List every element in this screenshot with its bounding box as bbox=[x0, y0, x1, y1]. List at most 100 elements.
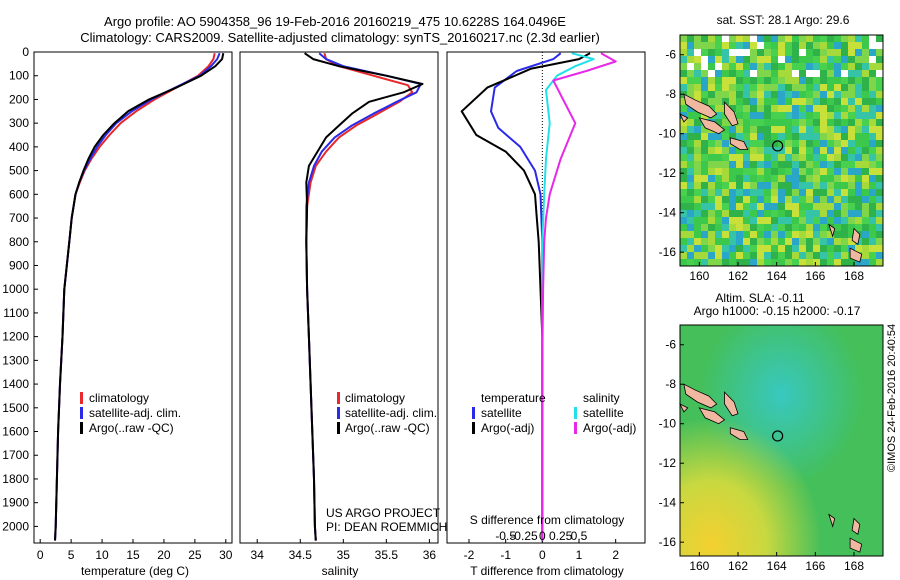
sst-cell bbox=[827, 259, 834, 266]
sst-cell bbox=[827, 112, 834, 119]
top-tick-label: -0.25 bbox=[510, 529, 538, 543]
sst-cell bbox=[806, 70, 813, 77]
sst-cell bbox=[862, 210, 869, 217]
sst-cell bbox=[841, 259, 848, 266]
sst-cell bbox=[715, 210, 722, 217]
sst-cell bbox=[715, 42, 722, 49]
sst-cell bbox=[778, 77, 785, 84]
sst-cell bbox=[785, 175, 792, 182]
sst-cell bbox=[687, 175, 694, 182]
difference-x-axis: -2 -1 0 1 2 bbox=[464, 539, 619, 562]
sst-cell bbox=[862, 56, 869, 63]
sst-cell bbox=[764, 196, 771, 203]
sst-cell bbox=[687, 154, 694, 161]
sst-cell bbox=[820, 91, 827, 98]
sst-cell bbox=[785, 168, 792, 175]
sst-cell bbox=[869, 112, 876, 119]
y-tick-label: 600 bbox=[9, 187, 29, 201]
sst-cell bbox=[729, 63, 736, 70]
sst-cell bbox=[743, 126, 750, 133]
sst-cell bbox=[848, 203, 855, 210]
sst-cell bbox=[701, 217, 708, 224]
sst-cell bbox=[785, 245, 792, 252]
sst-cell bbox=[876, 140, 883, 147]
sst-cell bbox=[694, 42, 701, 49]
sst-cell bbox=[869, 119, 876, 126]
sst-cell bbox=[827, 154, 834, 161]
header-line-2: Climatology: CARS2009. Satellite-adjuste… bbox=[80, 30, 600, 45]
sst-cell bbox=[750, 119, 757, 126]
sst-cell bbox=[820, 161, 827, 168]
sst-cell bbox=[722, 84, 729, 91]
sst-cell bbox=[722, 238, 729, 245]
sst-cell bbox=[708, 252, 715, 259]
sst-cell bbox=[834, 42, 841, 49]
sst-cell bbox=[771, 252, 778, 259]
sst-cell bbox=[841, 147, 848, 154]
legend-swatch-argo bbox=[337, 422, 340, 434]
sst-cell bbox=[834, 238, 841, 245]
sst-cell bbox=[855, 70, 862, 77]
sst-cell bbox=[757, 231, 764, 238]
sst-cell bbox=[876, 189, 883, 196]
legend-label-temperature-argo: Argo(-adj) bbox=[481, 421, 534, 435]
sst-cell bbox=[876, 84, 883, 91]
sst-cell bbox=[778, 217, 785, 224]
sst-cell bbox=[736, 70, 743, 77]
sst-cell bbox=[827, 231, 834, 238]
sst-cell bbox=[764, 119, 771, 126]
sst-map-title: sat. SST: 28.1 Argo: 29.6 bbox=[717, 13, 850, 27]
sst-cell bbox=[715, 168, 722, 175]
sst-cell bbox=[785, 252, 792, 259]
sst-cell bbox=[694, 161, 701, 168]
sst-cell bbox=[862, 63, 869, 70]
map-y-tick-label: -16 bbox=[659, 535, 677, 549]
sst-cell bbox=[785, 77, 792, 84]
top-tick-label: 0.5 bbox=[571, 529, 588, 543]
salinity-series bbox=[304, 52, 424, 541]
sst-cell bbox=[848, 168, 855, 175]
sst-cell bbox=[764, 259, 771, 266]
sst-cell bbox=[722, 91, 729, 98]
sst-cell bbox=[750, 238, 757, 245]
island bbox=[828, 223, 836, 238]
sst-cell bbox=[799, 259, 806, 266]
sst-cell bbox=[680, 133, 687, 140]
sst-cell bbox=[834, 182, 841, 189]
sst-cell bbox=[771, 217, 778, 224]
sst-cell bbox=[841, 175, 848, 182]
sst-cell bbox=[785, 105, 792, 112]
legend-swatch-satellite bbox=[337, 407, 340, 419]
sst-cell bbox=[743, 119, 750, 126]
sst-cell bbox=[813, 119, 820, 126]
sst-cell bbox=[680, 42, 687, 49]
sst-cell bbox=[722, 126, 729, 133]
sst-cell bbox=[792, 259, 799, 266]
sst-cell bbox=[820, 112, 827, 119]
island bbox=[729, 427, 749, 440]
sst-cell bbox=[876, 56, 883, 63]
sst-cell bbox=[862, 77, 869, 84]
sst-cell bbox=[806, 245, 813, 252]
sst-cell bbox=[694, 224, 701, 231]
sst-cell bbox=[757, 259, 764, 266]
sst-cell bbox=[694, 196, 701, 203]
sst-cell bbox=[799, 252, 806, 259]
sst-cell bbox=[778, 168, 785, 175]
sst-cell bbox=[708, 210, 715, 217]
sst-cell bbox=[820, 56, 827, 63]
sst-cell bbox=[785, 91, 792, 98]
sst-cell bbox=[694, 154, 701, 161]
sst-cell bbox=[834, 98, 841, 105]
series-line-satellite-adj-clim- bbox=[54, 52, 221, 541]
sst-cell bbox=[848, 42, 855, 49]
sst-cell bbox=[820, 70, 827, 77]
y-tick-label: 1700 bbox=[2, 448, 29, 462]
sst-cell bbox=[736, 84, 743, 91]
sst-cell bbox=[820, 63, 827, 70]
sst-cell bbox=[862, 217, 869, 224]
sst-cell bbox=[701, 133, 708, 140]
x-tick-label: 20 bbox=[157, 548, 171, 562]
sst-cell bbox=[806, 189, 813, 196]
sst-cell bbox=[764, 84, 771, 91]
